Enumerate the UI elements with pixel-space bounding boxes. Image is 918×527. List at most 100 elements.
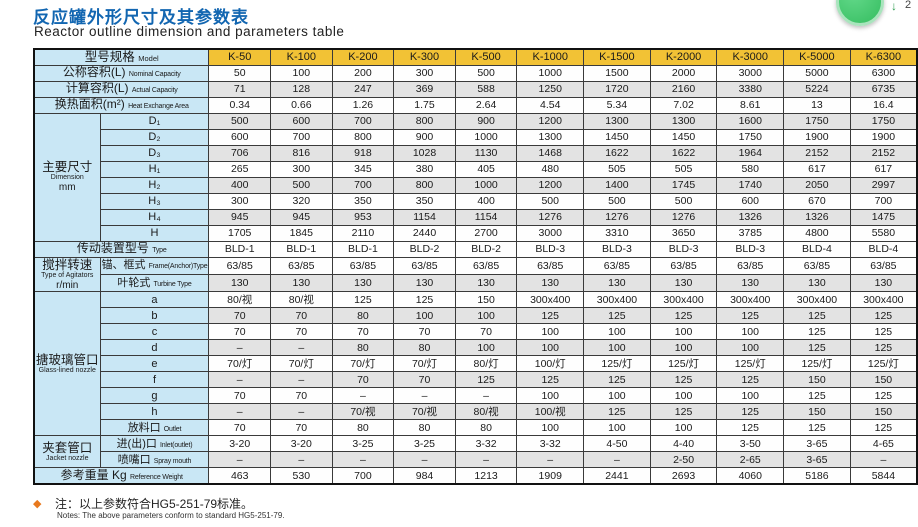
cell-nozzle-d-K-200: 80 <box>331 339 395 357</box>
cell-dim-d1-K-100: 600 <box>270 112 333 130</box>
sub-label-zh: H₁ <box>148 162 161 175</box>
cell-reference-weight-K-2000: 2693 <box>649 467 718 485</box>
cell-nozzle-h-K-3000: 125 <box>716 403 785 421</box>
cell-dim-d3-K-100: 816 <box>270 144 333 162</box>
cell-nozzle-outlet-K-50: 70 <box>208 419 272 437</box>
row-jacket-spray-mouth: 喷嘴口 Spray mouth – – – – – – –2-50 2-65 3-65– <box>34 451 918 469</box>
cell-dim-d2-K-6300: 1900 <box>849 128 918 146</box>
cell-dim-h4-K-2000: 1276 <box>649 208 718 226</box>
sub-label-zh: b <box>151 309 158 322</box>
group-label-en: Dimension <box>50 174 84 182</box>
cell-agitator-turbine-K-1000: 130 <box>516 273 585 293</box>
group-label-zh: 主要尺寸 <box>42 160 93 175</box>
cell-dim-h2-K-300: 800 <box>393 176 456 194</box>
row-label-reference-weight: 参考重量 Kg Reference Weight <box>33 467 210 485</box>
cell-nozzle-a-K-3000: 300x400 <box>716 291 785 309</box>
cell-nozzle-c-K-6300: 125 <box>849 323 918 341</box>
row-nozzle-a: 搪玻璃管口 Glass-lined nozzle a 80/视 80/视 125 125 15… <box>33 291 918 437</box>
model-header-zh: 型号规格 <box>84 50 135 65</box>
cell-dim-d3-K-200: 918 <box>331 144 395 162</box>
cell-dim-d3-K-500: 1130 <box>454 144 518 162</box>
cell-reference-weight-K-50: 463 <box>208 467 272 485</box>
cell-dim-h4-K-300: 1154 <box>393 208 456 226</box>
cell-dim-d1-K-500: 900 <box>454 112 518 130</box>
cell-dim-h4-K-500: 1154 <box>454 208 518 226</box>
cell-nozzle-c-K-50: 70 <box>208 323 272 341</box>
cell-dim-d2-K-1000: 1300 <box>516 128 585 146</box>
cell-actual-capacity-K-200: 247 <box>331 80 395 98</box>
cell-nozzle-a-K-1500: 300x400 <box>583 291 651 309</box>
cell-nozzle-outlet-K-1000: 100 <box>516 419 585 437</box>
model-header-en: Model <box>138 54 159 64</box>
cell-nozzle-d-K-500: 100 <box>454 339 518 357</box>
cell-nozzle-e-K-50: 70/灯 <box>208 355 272 373</box>
sub-label-zh: H₂ <box>148 178 161 191</box>
row-label-zh: 计算容积(L) <box>65 81 129 96</box>
cell-dim-h1-K-5000: 617 <box>783 160 851 178</box>
cell-nozzle-h-K-1500: 125 <box>583 403 651 421</box>
cell-actual-capacity-K-1000: 1250 <box>516 80 585 98</box>
cell-nominal-capacity-K-5000: 5000 <box>783 64 851 82</box>
row-label-heat-exchange-area: 换热面积(m²) Heat Exchange Area <box>33 96 210 114</box>
cell-reference-weight-K-300: 984 <box>393 467 456 485</box>
cell-nozzle-b-K-50: 70 <box>208 307 272 325</box>
cell-nozzle-a-K-1000: 300x400 <box>516 291 585 309</box>
cell-nozzle-f-K-500: 125 <box>454 371 518 389</box>
cell-nozzle-b-K-6300: 125 <box>849 307 918 325</box>
cell-drive-type-K-100: BLD-1 <box>270 240 333 258</box>
cell-dim-h1-K-2000: 505 <box>649 160 718 178</box>
cell-nozzle-c-K-300: 70 <box>393 323 456 341</box>
sub-label-nozzle-h: h <box>99 403 210 421</box>
sub-label-zh: 放料口 <box>127 421 161 434</box>
cell-drive-type-K-5000: BLD-4 <box>783 240 851 258</box>
cell-nozzle-b-K-2000: 125 <box>649 307 718 325</box>
cell-actual-capacity-K-300: 369 <box>393 80 456 98</box>
sub-label-en: Turbine Type <box>153 280 192 288</box>
sub-label-zh: D₂ <box>148 130 161 143</box>
sub-label-jacket-spray-mouth: 喷嘴口 Spray mouth <box>99 451 210 469</box>
cell-nozzle-a-K-5000: 300x400 <box>783 291 851 309</box>
cell-dim-h3-K-1000: 500 <box>516 192 585 210</box>
cell-nozzle-h-K-200: 70/视 <box>331 403 395 421</box>
sub-label-nozzle-d: d <box>99 339 210 357</box>
group-label-zh: 夹套管口 <box>42 440 93 455</box>
cell-nozzle-d-K-3000: 100 <box>716 339 785 357</box>
cell-dim-d3-K-1500: 1622 <box>583 144 651 162</box>
cell-nozzle-h-K-6300: 150 <box>849 403 918 421</box>
cell-nominal-capacity-K-200: 200 <box>331 64 395 82</box>
cell-reference-weight-K-5000: 5186 <box>783 467 851 485</box>
group-label-zh: 搅拌转速 <box>42 257 93 272</box>
cell-nozzle-f-K-3000: 125 <box>716 371 785 389</box>
cell-dim-d2-K-200: 800 <box>331 128 395 146</box>
cell-heat-exchange-area-K-1500: 5.34 <box>583 96 651 114</box>
cell-jacket-spray-mouth-K-1000: – <box>516 451 585 469</box>
cell-dim-h3-K-3000: 600 <box>716 192 785 210</box>
download-arrow-icon[interactable]: ↓ <box>891 0 897 13</box>
cell-nozzle-e-K-100: 70/灯 <box>270 355 333 373</box>
cell-dim-h-K-3000: 3785 <box>716 224 785 242</box>
cell-dim-h4-K-1500: 1276 <box>583 208 651 226</box>
cell-dim-h1-K-500: 405 <box>454 160 518 178</box>
cell-agitator-turbine-K-100: 130 <box>270 273 333 293</box>
cell-agitator-frame-anchor-K-5000: 63/85 <box>783 256 851 275</box>
floating-green-badge-icon[interactable] <box>836 0 884 26</box>
cell-nozzle-d-K-5000: 125 <box>783 339 851 357</box>
cell-jacket-inlet-outlet-K-300: 3-25 <box>393 435 456 453</box>
cell-dim-h-K-1000: 3000 <box>516 224 585 242</box>
cell-nozzle-g-K-1000: 100 <box>516 387 585 405</box>
cell-actual-capacity-K-100: 128 <box>270 80 333 98</box>
cell-dim-h3-K-50: 300 <box>208 192 272 210</box>
row-dim-d3: D₃ 706 816 918 1028 1130 1468 1622 1622 1964 2152 2… <box>34 144 918 162</box>
cell-agitator-turbine-K-3000: 130 <box>716 273 785 293</box>
sub-label-zh: a <box>151 293 158 306</box>
cell-agitator-frame-anchor-K-3000: 63/85 <box>716 256 785 275</box>
cell-dim-h4-K-200: 953 <box>331 208 395 226</box>
cell-jacket-inlet-outlet-K-2000: 4-40 <box>649 435 718 453</box>
cell-nozzle-e-K-200: 70/灯 <box>331 355 395 373</box>
cell-jacket-spray-mouth-K-200: – <box>331 451 395 469</box>
cell-nozzle-g-K-100: 70 <box>270 387 333 405</box>
cell-dim-h-K-1500: 3310 <box>583 224 651 242</box>
cell-nozzle-f-K-200: 70 <box>331 371 395 389</box>
row-label-drive-type: 传动装置型号 Type <box>33 240 210 258</box>
row-nozzle-e: e 70/灯 70/灯 70/灯 70/灯 80/灯 100/灯 125/灯 125/灯 125/… <box>34 355 918 373</box>
